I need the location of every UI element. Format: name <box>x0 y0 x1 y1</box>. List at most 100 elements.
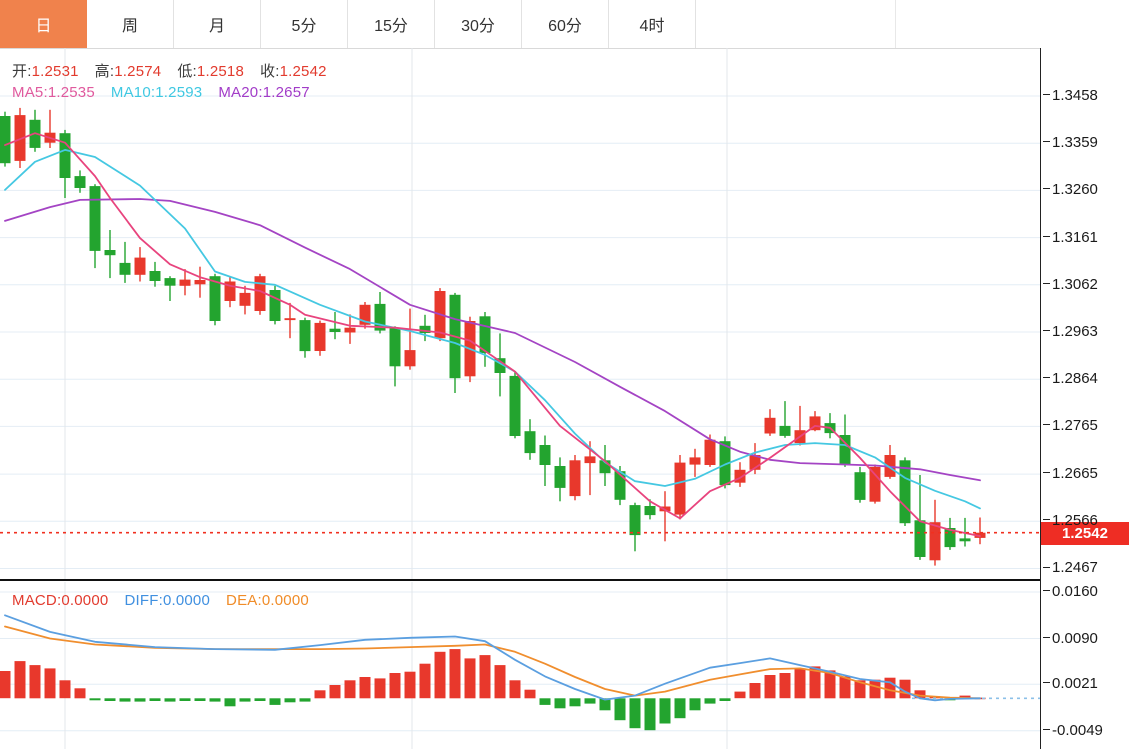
macd-legend: MACD:0.0000 DIFF:0.0000 DEA:0.0000 <box>12 592 325 609</box>
tick-mark <box>1043 188 1050 190</box>
ma-legend-item: MA10:1.2593 <box>111 84 202 101</box>
tick-mark <box>1043 566 1050 568</box>
ohlc-legend-item: 低:1.2518 <box>177 63 244 80</box>
macd-axis-value: 0.0160 <box>1052 583 1098 600</box>
legend-label: MA20: <box>218 84 263 101</box>
legend-value: 1.2657 <box>262 84 310 101</box>
price-axis-value: 1.2963 <box>1052 323 1098 340</box>
price-axis-value: 1.3260 <box>1052 181 1098 199</box>
tick-mark <box>1043 636 1050 638</box>
ma-legend: MA5:1.2535 MA10:1.2593 MA20:1.2657 <box>12 84 326 101</box>
macd-axis-label: 0.0160 <box>1043 583 1098 600</box>
legend-value: 1.2531 <box>31 63 79 80</box>
panel-divider <box>0 579 1040 581</box>
price-axis-value: 1.3458 <box>1052 87 1098 104</box>
legend-value: 1.2542 <box>279 63 327 80</box>
legend-label: MA5: <box>12 84 48 101</box>
ohlc-legend-item: 收:1.2542 <box>260 63 327 80</box>
legend-label: 开: <box>12 63 32 80</box>
legend-label: 低: <box>177 63 197 80</box>
price-axis-value: 1.3359 <box>1052 134 1098 152</box>
tick-mark <box>1043 590 1050 592</box>
price-axis-value: 1.2665 <box>1052 465 1098 483</box>
legend-label: MA10: <box>110 84 156 101</box>
price-axis-value: 1.3161 <box>1052 228 1098 246</box>
price-axis-label: 1.2566 <box>1043 512 1098 529</box>
price-axis-value: 1.3062 <box>1052 275 1098 293</box>
price-axis: 1.2542 1.3458 1.3359 1.3260 1.3161 1.3062 1.2… <box>1040 0 1132 749</box>
tick-mark <box>1043 682 1050 684</box>
ohlc-legend-item: 开:1.2531 <box>12 63 79 80</box>
tick-mark <box>1043 282 1050 284</box>
tab-timeframe-7[interactable]: 4时 <box>609 0 696 48</box>
tab-timeframe-3[interactable]: 5分 <box>261 0 348 48</box>
macd-legend-item: DIFF:0.0000 <box>124 592 210 609</box>
tab-timeframe-0[interactable]: 日 <box>0 0 87 48</box>
price-axis-value: 1.2566 <box>1052 512 1098 530</box>
macd-axis-value: 0.0021 <box>1052 675 1098 693</box>
current-price-tag: 1.2542 <box>1041 521 1129 545</box>
legend-label: DEA: <box>226 592 262 609</box>
price-chart-panel[interactable] <box>0 48 1040 579</box>
legend-value: 0.0000 <box>162 592 211 609</box>
tab-timeframe-1[interactable]: 周 <box>87 0 174 48</box>
tick-mark <box>1043 235 1050 237</box>
macd-panel[interactable] <box>0 582 1040 749</box>
ma5-line <box>4 132 981 538</box>
price-axis-value: 1.2864 <box>1052 370 1098 388</box>
macd-axis-label: 0.0021 <box>1043 675 1098 692</box>
ma20-line <box>4 198 981 482</box>
macd-legend-item: MACD:0.0000 <box>12 592 108 609</box>
tab-timeframe-6[interactable]: 60分 <box>522 0 609 48</box>
price-axis-label: 1.2765 <box>1043 417 1098 434</box>
price-axis-value: 1.2765 <box>1052 417 1098 435</box>
tick-mark <box>1043 330 1050 332</box>
legend-label: DIFF: <box>124 592 163 609</box>
macd-axis-label: -0.0049 <box>1043 722 1103 739</box>
ohlc-legend-item: 高:1.2574 <box>95 63 162 80</box>
tab-timeframe-2[interactable]: 月 <box>174 0 261 48</box>
tab-timeframe-4[interactable]: 15分 <box>348 0 435 48</box>
tick-mark <box>1043 424 1050 426</box>
legend-value: 1.2535 <box>47 84 95 101</box>
tick-mark <box>1043 141 1050 143</box>
price-grid-lines <box>0 48 1040 579</box>
price-axis-label: 1.3260 <box>1043 181 1098 198</box>
price-axis-label: 1.3359 <box>1043 134 1098 151</box>
tick-mark <box>1043 94 1050 96</box>
macd-axis-value: 0.0090 <box>1052 629 1098 647</box>
axis-border-line <box>1040 48 1041 749</box>
macd-axis-value: -0.0049 <box>1052 721 1103 739</box>
ma-legend-item: MA5:1.2535 <box>12 84 95 101</box>
price-axis-label: 1.2467 <box>1043 559 1098 576</box>
macd-legend-item: DEA:0.0000 <box>226 592 309 609</box>
timeframe-tabbar: 日周月 5分 15分 30分 60分 4时 <box>0 0 1132 49</box>
tick-mark <box>1043 728 1050 730</box>
diff-line <box>4 614 981 702</box>
macd-histogram <box>0 649 986 731</box>
price-axis-label: 1.3062 <box>1043 276 1098 293</box>
tabbar-divider <box>895 0 896 48</box>
macd-axis-label: 0.0090 <box>1043 630 1098 647</box>
legend-value: 0.0000 <box>61 592 109 609</box>
price-axis-label: 1.3458 <box>1043 87 1098 104</box>
tick-mark <box>1043 519 1050 521</box>
price-axis-label: 1.2963 <box>1043 323 1098 340</box>
legend-value: 0.0000 <box>261 592 309 609</box>
price-axis-label: 1.3161 <box>1043 229 1098 246</box>
price-axis-label: 1.2864 <box>1043 370 1098 387</box>
tick-mark <box>1043 472 1050 474</box>
legend-value: 1.2593 <box>155 84 203 101</box>
ohlc-legend: 开:1.2531 高:1.2574 低:1.2518 收:1.2542 <box>12 60 343 81</box>
tick-mark <box>1043 377 1050 379</box>
legend-label: 高: <box>94 63 115 80</box>
legend-value: 1.2518 <box>196 63 245 80</box>
price-axis-value: 1.2467 <box>1052 559 1098 577</box>
ma10-line <box>4 149 981 510</box>
ma-legend-item: MA20:1.2657 <box>218 84 309 101</box>
legend-label: 收: <box>260 63 280 80</box>
tab-timeframe-5[interactable]: 30分 <box>435 0 522 48</box>
legend-label: MACD: <box>12 592 62 609</box>
legend-value: 1.2574 <box>114 63 162 80</box>
